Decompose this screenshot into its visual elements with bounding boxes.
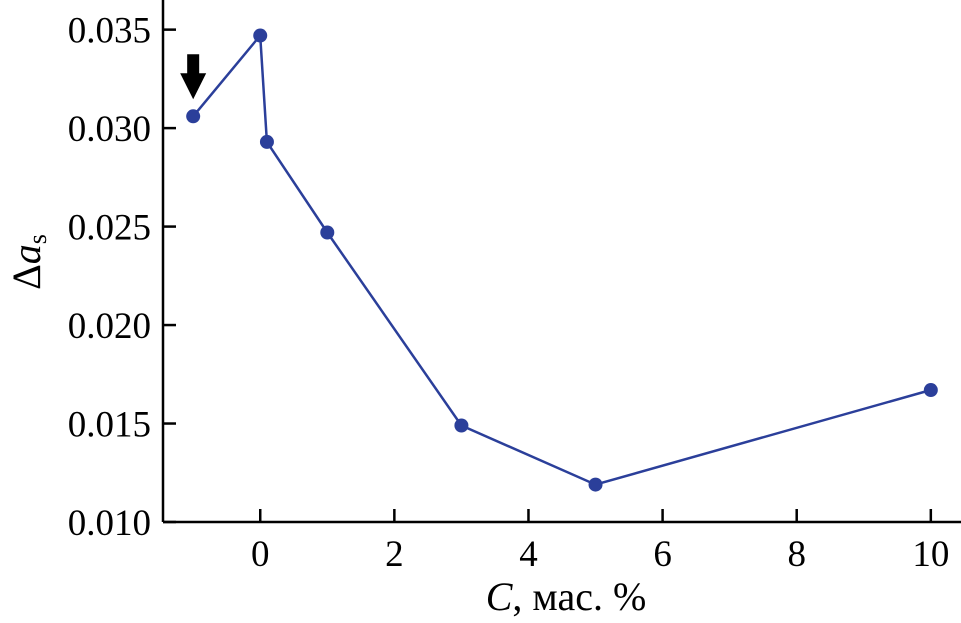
series-layer (186, 28, 938, 492)
y-axis-subscript: s (23, 234, 52, 244)
y-axis-title: Δas (4, 234, 52, 290)
y-tick-label: 0.020 (68, 306, 151, 347)
x-tick-label: 0 (251, 534, 270, 575)
x-tick-label: 2 (385, 534, 404, 575)
data-point (253, 28, 268, 43)
y-axis-prefix: Δ (4, 264, 49, 290)
x-ticks: 0 2 4 6 8 10 (251, 509, 949, 575)
y-axis-symbol: a (4, 244, 49, 264)
data-point (454, 418, 469, 433)
x-tick-label: 4 (519, 534, 538, 575)
down-arrow-icon (180, 54, 207, 100)
annotation-layer (180, 54, 207, 100)
y-tick-label: 0.025 (68, 208, 151, 249)
data-point (320, 225, 335, 240)
data-point (923, 383, 938, 398)
x-tick-label: 10 (912, 534, 949, 575)
y-tick-label: 0.035 (68, 11, 151, 52)
y-tick-label: 0.015 (68, 405, 151, 446)
data-point (186, 109, 201, 124)
y-tick-label: 0.030 (68, 109, 151, 150)
x-tick-label: 6 (653, 534, 672, 575)
x-tick-label: 8 (787, 534, 806, 575)
axes (161, 0, 961, 524)
data-point (588, 477, 603, 492)
x-axis-unit: , мас. % (512, 574, 646, 619)
x-axis-title: C, мас. % (486, 574, 647, 619)
series-line (192, 32, 932, 486)
y-tick-label: 0.010 (68, 503, 151, 544)
data-point (259, 134, 274, 149)
x-axis-symbol: C (486, 574, 514, 619)
y-ticks: 0.010 0.015 0.020 0.025 0.030 0.035 (68, 11, 176, 544)
